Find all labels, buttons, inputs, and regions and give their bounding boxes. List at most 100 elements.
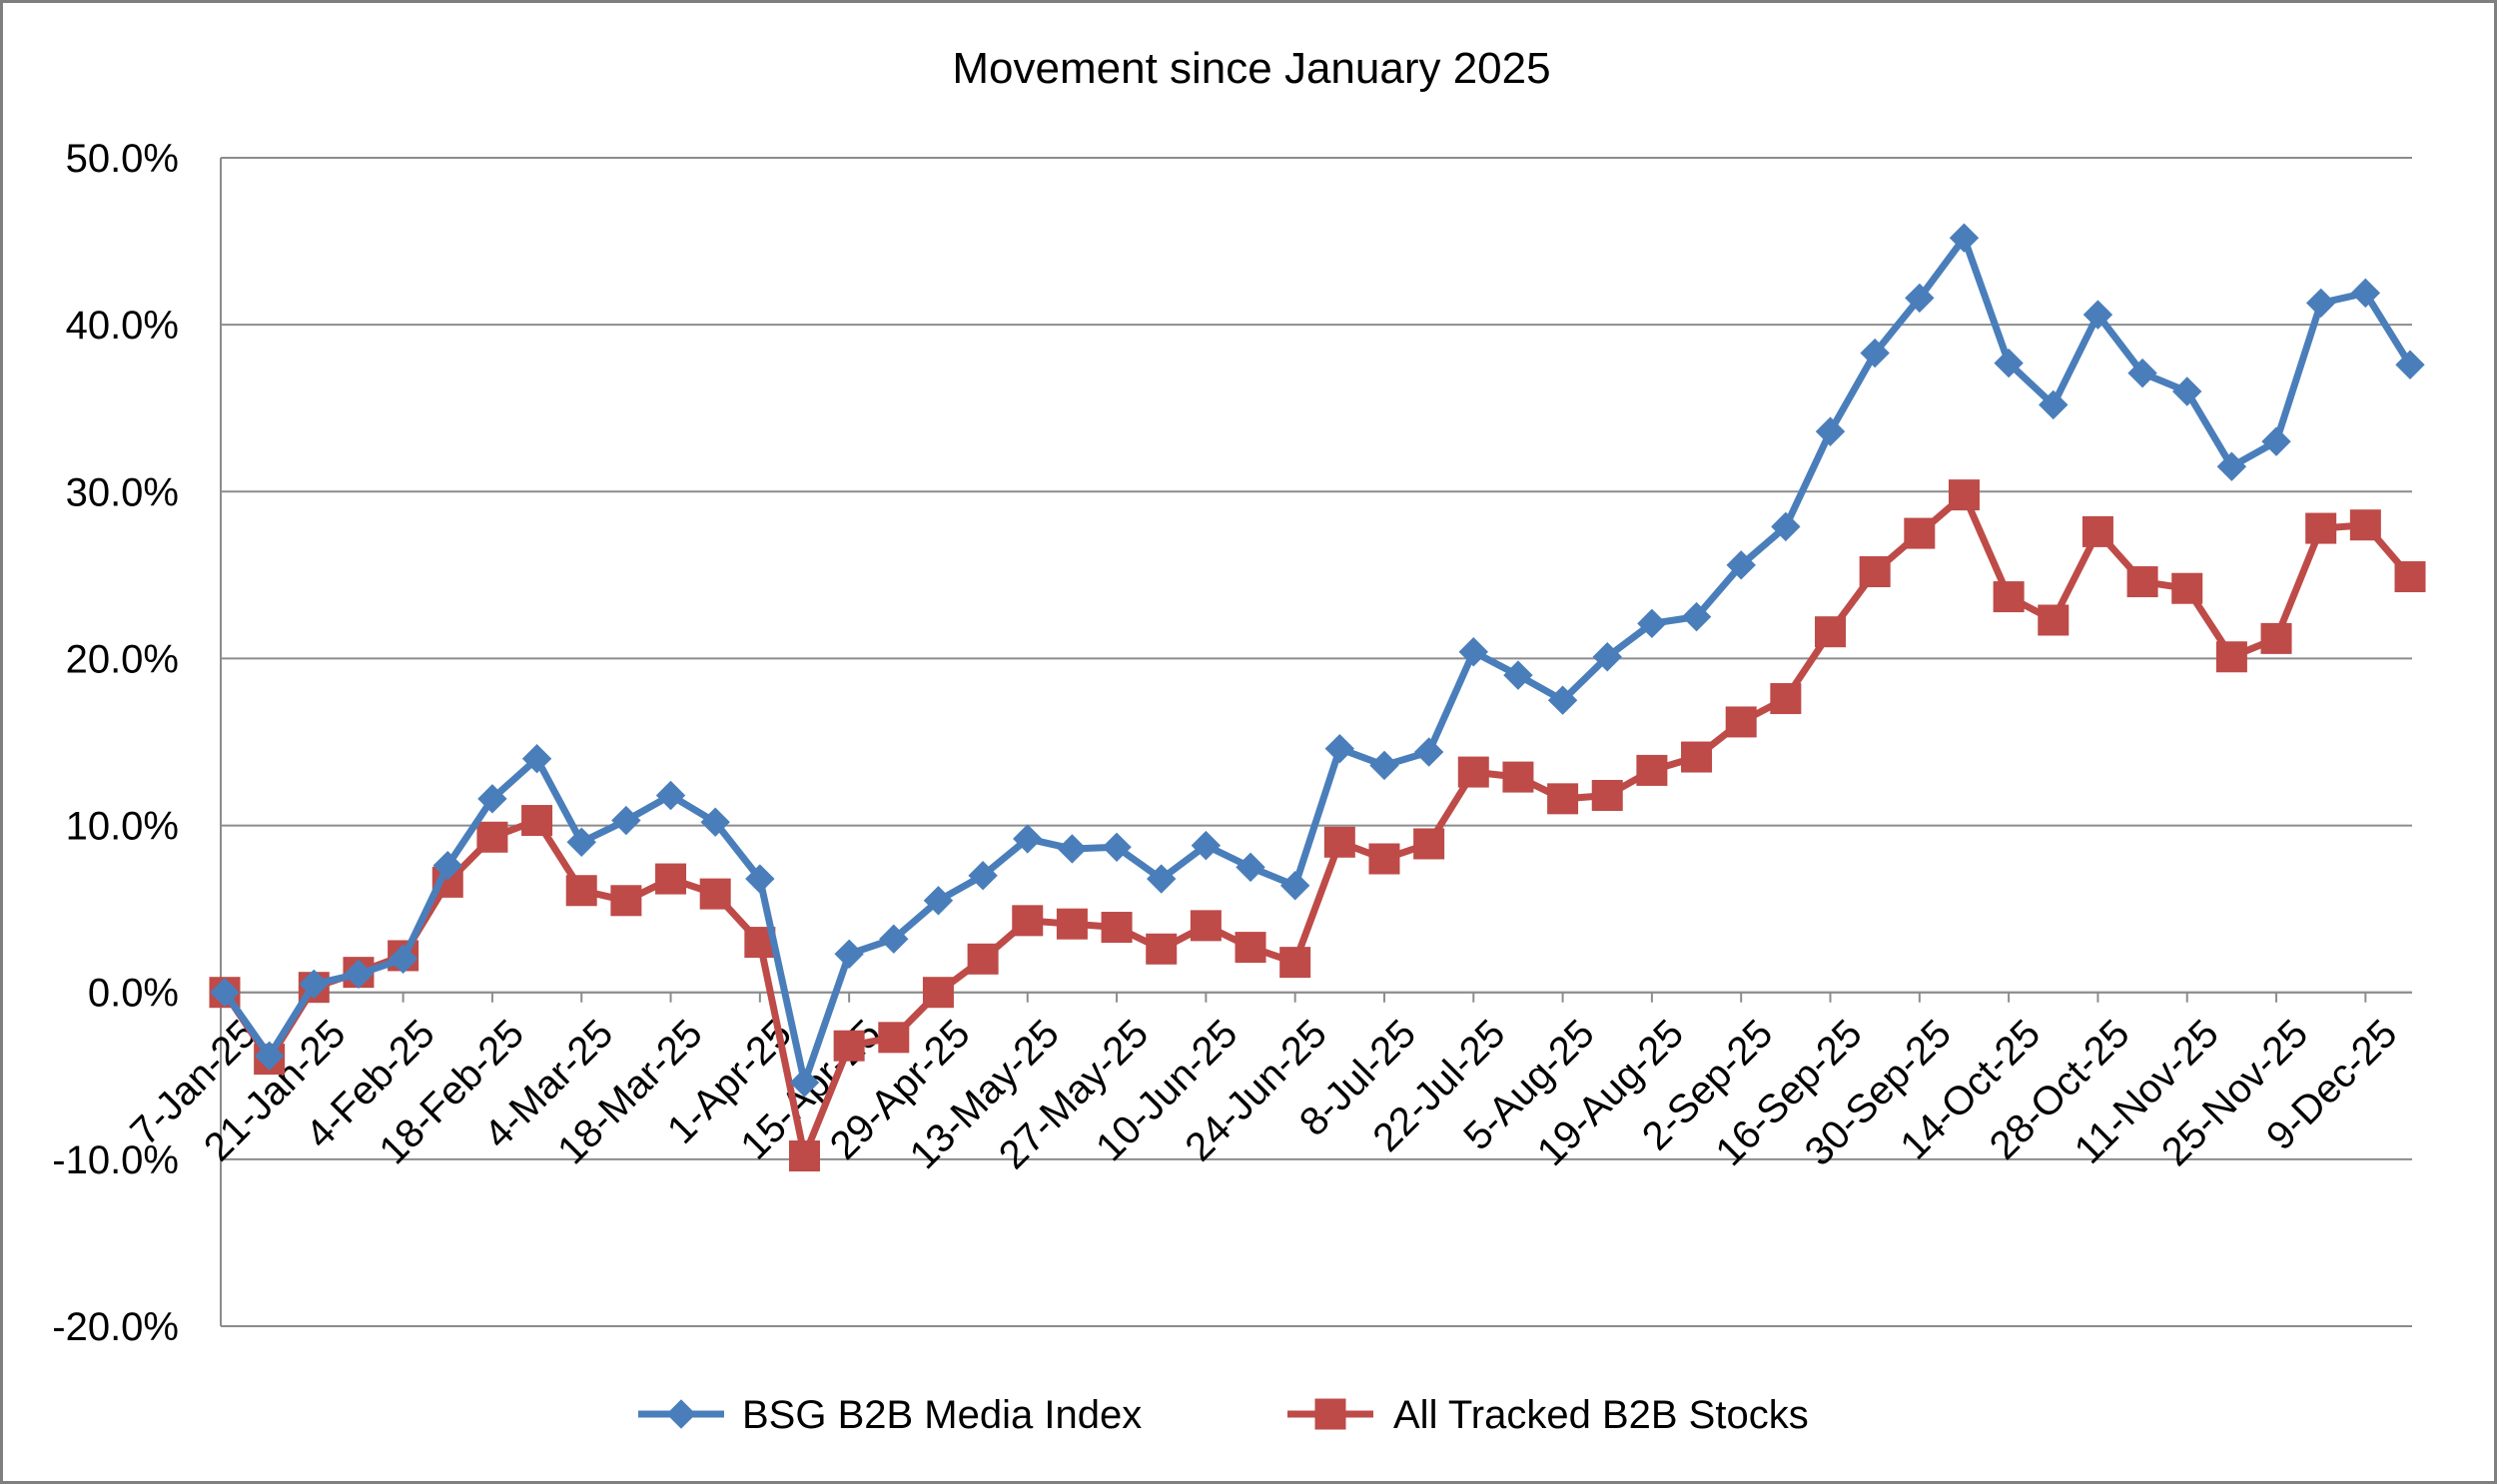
- data-point: [833, 1030, 865, 1062]
- data-point: [2039, 389, 2069, 420]
- data-point: [2394, 561, 2426, 593]
- series-bsg-b2b-media-index: [210, 223, 2425, 1098]
- data-point: [1860, 338, 1890, 369]
- data-point: [655, 863, 687, 895]
- legend-label: All Tracked B2B Stocks: [1393, 1393, 1809, 1437]
- data-point: [700, 807, 730, 837]
- data-point: [388, 944, 418, 974]
- y-tick-label: -10.0%: [52, 1138, 179, 1182]
- data-point: [1905, 283, 1935, 314]
- data-point: [922, 977, 954, 1009]
- data-point: [1636, 754, 1668, 786]
- y-tick-label: 20.0%: [66, 637, 179, 681]
- data-point: [1147, 864, 1177, 894]
- data-point: [967, 943, 999, 975]
- data-point: [1725, 706, 1757, 738]
- y-tick-label: 40.0%: [66, 304, 179, 348]
- x-axis-tick-labels: 7-Jan-2521-Jan-254-Feb-2518-Feb-254-Mar-…: [122, 1012, 2405, 1177]
- data-point: [2260, 622, 2292, 654]
- line-chart: Movement since January 2025 -20.0% -10.0%…: [52, 44, 2426, 1437]
- data-point: [1323, 826, 1355, 858]
- data-point: [521, 805, 553, 837]
- data-point: [1502, 761, 1534, 793]
- data-point: [1056, 908, 1088, 940]
- data-point: [1013, 824, 1043, 854]
- data-point: [2305, 288, 2336, 319]
- data-point: [2126, 566, 2158, 598]
- data-point: [1503, 660, 1533, 690]
- data-point: [923, 886, 954, 916]
- data-point: [1681, 741, 1713, 773]
- data-point: [1457, 756, 1489, 788]
- legend-item: BSG B2B Media Index: [638, 1393, 1142, 1437]
- data-point: [2349, 509, 2381, 541]
- data-point: [611, 805, 641, 836]
- data-point: [2038, 604, 2070, 636]
- data-point: [476, 821, 508, 853]
- data-point: [879, 924, 909, 954]
- data-point: [1547, 685, 1578, 715]
- data-point: [2081, 515, 2113, 547]
- data-point: [1369, 750, 1399, 781]
- data-point: [1770, 683, 1802, 715]
- data-point: [1547, 783, 1579, 815]
- data-point: [1458, 637, 1488, 667]
- data-point: [655, 780, 686, 811]
- data-point: [1057, 834, 1088, 864]
- legend-marker: [666, 1399, 696, 1429]
- data-point: [1413, 828, 1445, 860]
- data-point: [1368, 843, 1400, 875]
- y-tick-label: 10.0%: [66, 805, 179, 849]
- data-point: [1191, 830, 1222, 861]
- data-point: [2171, 572, 2203, 604]
- data-point: [2261, 426, 2291, 456]
- legend-item: All Tracked B2B Stocks: [1287, 1393, 1809, 1437]
- data-point: [2216, 451, 2247, 481]
- data-point: [1236, 852, 1265, 883]
- data-point: [1591, 779, 1623, 811]
- legend-marker: [1314, 1398, 1346, 1430]
- data-point: [2395, 350, 2425, 379]
- data-point: [1771, 511, 1801, 542]
- series-line: [222, 234, 2413, 1087]
- data-point: [1279, 871, 1310, 901]
- data-point: [1993, 581, 2025, 613]
- data-point: [432, 850, 462, 881]
- data-point: [789, 1068, 820, 1098]
- data-point: [2215, 641, 2247, 673]
- data-point: [1815, 616, 1847, 648]
- data-point: [344, 959, 374, 990]
- data-point: [1994, 348, 2024, 378]
- data-point: [699, 878, 731, 910]
- data-point: [1324, 733, 1355, 764]
- data-point: [1948, 479, 1980, 511]
- data-point: [1681, 601, 1712, 632]
- data-point: [834, 939, 864, 969]
- data-point: [2305, 512, 2337, 544]
- data-point: [565, 875, 597, 907]
- data-point: [1190, 910, 1222, 942]
- data-point: [2350, 278, 2381, 309]
- data-point: [968, 861, 998, 891]
- data-point: [1592, 642, 1622, 672]
- data-point: [2127, 358, 2157, 388]
- data-point: [1859, 556, 1891, 588]
- data-point: [2172, 376, 2202, 406]
- chart-title: Movement since January 2025: [952, 44, 1550, 93]
- data-point: [1904, 517, 1936, 549]
- y-tick-label: 50.0%: [66, 137, 179, 181]
- data-point: [1146, 933, 1178, 965]
- data-point: [1101, 912, 1133, 944]
- data-point: [254, 1041, 285, 1071]
- y-tick-label: 30.0%: [66, 470, 179, 514]
- legend-label: BSG B2B Media Index: [742, 1393, 1142, 1437]
- data-point: [1279, 947, 1311, 979]
- y-axis-tick-labels: -20.0% -10.0% 0.0% 10.0% 20.0% 30.0% 40.0% 50.0…: [52, 137, 179, 1349]
- data-point: [610, 885, 642, 917]
- data-point: [2082, 300, 2113, 330]
- data-point: [1413, 737, 1444, 767]
- data-point: [1012, 905, 1044, 937]
- data-point: [521, 744, 552, 774]
- data-point: [1235, 932, 1266, 964]
- data-point: [1637, 608, 1667, 639]
